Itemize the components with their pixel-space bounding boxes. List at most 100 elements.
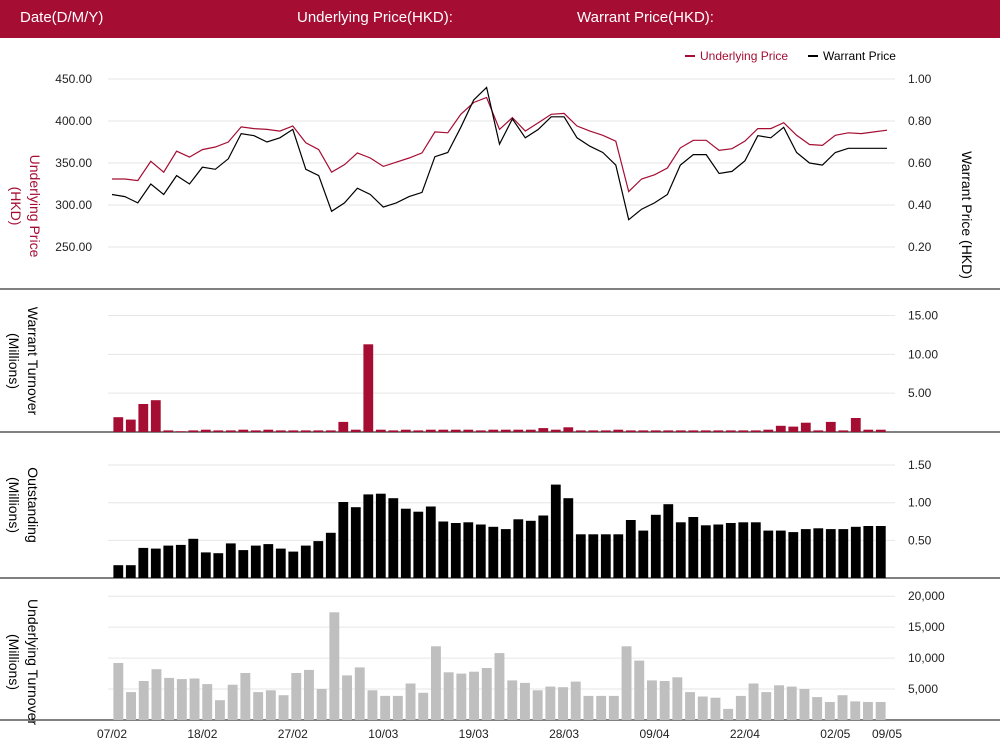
outstanding-bar — [338, 502, 349, 578]
outstanding-axis-title-unit: (Millions) — [6, 477, 22, 533]
y-tick-label-right: 1.00 — [908, 72, 932, 86]
warrant-turnover-bar — [188, 430, 199, 432]
outstanding-bar — [688, 517, 699, 578]
warrant-price-line — [111, 86, 887, 221]
outstanding-bar — [300, 545, 311, 578]
outstanding-bar — [850, 526, 861, 578]
warrant-turnover-bar — [750, 430, 761, 432]
warrant-turnover-bar — [638, 430, 649, 432]
outstanding-bar — [388, 498, 399, 578]
underlying-turnover-bar — [532, 690, 543, 720]
warrant-turnover-bar — [600, 430, 611, 432]
warrant-turnover-bar — [288, 430, 299, 432]
outstanding-bar — [288, 551, 299, 578]
underlying-turnover-bar — [672, 677, 683, 720]
underlying-turnover-bar — [837, 695, 848, 720]
outstanding-bar — [550, 484, 561, 578]
x-tick-label: 18/02 — [187, 727, 217, 741]
outstanding-bar — [563, 498, 574, 578]
warrant-turnover-bar — [163, 430, 174, 432]
outstanding-bar — [350, 507, 361, 578]
underlying-turnover-bar — [697, 696, 708, 720]
warrant-turnover-axis-title: Warrant Turnover — [25, 307, 41, 416]
y-tick-label: 20,000 — [908, 589, 945, 603]
underlying-turnover-bar — [304, 669, 314, 720]
underlying-turnover-bar — [545, 686, 556, 720]
outstanding-bar — [800, 529, 811, 578]
underlying-turnover-bar — [761, 692, 772, 720]
underlying-turnover-bar — [215, 700, 225, 720]
outstanding-bar — [150, 548, 161, 578]
outstanding-bar — [588, 534, 599, 578]
x-tick-label: 02/05 — [820, 727, 850, 741]
warrant-turnover-bar — [838, 430, 849, 432]
warrant-turnover-bar — [375, 429, 386, 432]
outstanding-bar — [238, 550, 249, 578]
underlying-turnover-bar — [634, 660, 645, 720]
underlying-turnover-bar — [723, 708, 734, 720]
header-bar: Date(D/M/Y) Underlying Price(HKD): Warra… — [0, 0, 1000, 38]
warrant-turnover-bar — [500, 429, 511, 432]
outstanding-bar — [638, 530, 649, 578]
underlying-turnover-bar — [494, 653, 505, 720]
underlying-turnover-bar — [265, 690, 276, 720]
x-tick-label: 10/03 — [368, 727, 398, 741]
warrant-turnover-bar — [525, 429, 536, 432]
warrant-turnover-bar — [825, 421, 836, 432]
underlying-turnover-bar — [685, 692, 695, 720]
outstanding-bar — [863, 526, 874, 578]
warrant-turnover-bar — [763, 429, 774, 432]
warrant-turnover-bar — [725, 430, 736, 432]
warrant-turnover-bar — [875, 429, 886, 432]
underlying-turnover-bar — [138, 681, 149, 720]
warrant-turnover-bar — [238, 429, 249, 432]
outstanding-bar — [475, 524, 486, 578]
y-tick-label-left: 300.00 — [55, 198, 92, 212]
outstanding-bar — [613, 534, 624, 578]
warrant-turnover-bar — [400, 429, 411, 432]
warrant-turnover-bar — [863, 429, 874, 432]
warrant-turnover-bar — [588, 430, 599, 432]
warrant-turnover-bar — [125, 419, 136, 432]
warrant-turnover-bar — [325, 430, 336, 432]
underlying-turnover-bar — [786, 686, 797, 720]
warrant-turnover-bar — [338, 421, 349, 432]
warrant-turnover-bar — [813, 430, 824, 432]
warrant-turnover-bar — [513, 429, 524, 432]
y-tick-label-left: 400.00 — [55, 114, 92, 128]
warrant-turnover-bar — [313, 430, 324, 432]
underlying-turnover-bar — [710, 697, 721, 720]
y-tick-label: 1.00 — [908, 496, 932, 510]
underlying-turnover-bar — [608, 695, 619, 720]
warrant-turnover-bar — [463, 429, 474, 432]
y-axis-title-left: Underlying Price — [27, 155, 43, 258]
outstanding-bar — [463, 522, 474, 578]
warrant-turnover-bar — [650, 430, 661, 432]
underlying-turnover-bar — [405, 683, 416, 720]
y-tick-label: 10,000 — [908, 651, 945, 665]
warrant-turnover-bar — [200, 429, 211, 432]
warrant-turnover-bar — [675, 430, 686, 432]
outstanding-bar — [363, 494, 374, 578]
outstanding-bar — [175, 544, 186, 578]
underlying-turnover-bar — [659, 681, 670, 720]
x-tick-label: 28/03 — [549, 727, 579, 741]
warrant-turnover-bar — [663, 430, 674, 432]
x-tick-label: 19/03 — [459, 727, 489, 741]
y-tick-label: 5.00 — [908, 386, 932, 400]
warrant-turnover-bar — [488, 429, 499, 432]
outstanding-bar — [838, 529, 849, 578]
underlying-turnover-bar — [520, 682, 530, 720]
underlying-turnover-bar — [824, 702, 835, 720]
x-tick-label: 09/04 — [639, 727, 669, 741]
underlying-turnover-bar — [583, 695, 594, 720]
underlying-turnover-bar — [850, 701, 861, 720]
y-tick-label-right: 0.80 — [908, 114, 932, 128]
outstanding-bar — [263, 544, 274, 578]
warrant-turnover-axis-title-unit: (Millions) — [6, 333, 22, 389]
outstanding-bar — [500, 529, 511, 578]
warrant-turnover-bar — [575, 430, 586, 432]
outstanding-bar — [425, 506, 436, 578]
underlying-turnover-bar — [481, 668, 492, 720]
y-axis-title-left-unit: (HKD) — [8, 187, 24, 226]
